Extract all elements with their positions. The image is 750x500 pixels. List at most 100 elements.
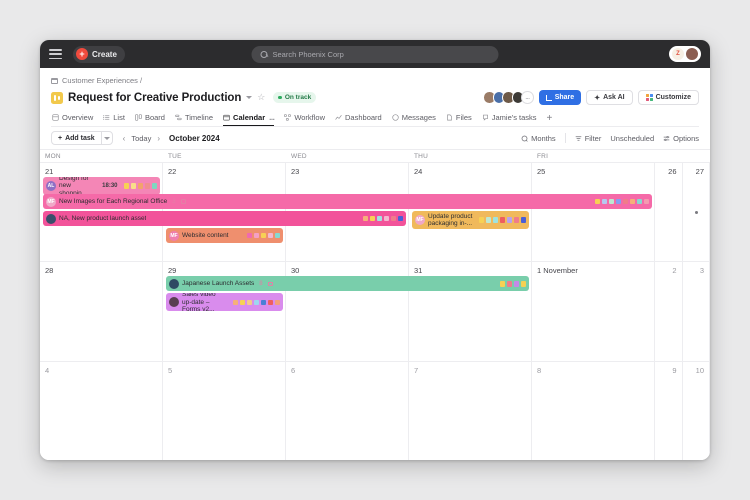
add-task-main[interactable]: + Add task — [52, 132, 101, 144]
calendar-event[interactable]: AL Design for new shoppin... 18:30 — [43, 177, 160, 195]
tag-chip — [130, 183, 136, 189]
tab-overview[interactable]: Overview — [52, 113, 93, 126]
day-number: 28 — [45, 266, 54, 276]
calendar-day-cell[interactable]: 9 — [655, 361, 683, 460]
star-icon[interactable]: ☆ — [257, 92, 266, 102]
tag-chip — [506, 217, 512, 223]
unscheduled-button[interactable]: Unscheduled — [610, 134, 654, 143]
add-task-button[interactable]: + Add task — [51, 131, 113, 145]
create-button[interactable]: + Create — [73, 45, 125, 63]
user-avatar[interactable] — [686, 48, 698, 60]
tab-label: List — [113, 113, 125, 122]
top-bar-right: Z — [669, 46, 701, 62]
tag-chip — [253, 232, 259, 239]
calendar-day-cell[interactable]: 8 — [532, 361, 655, 460]
calendar-day-cell[interactable]: 3 — [683, 262, 710, 361]
notification-avatar[interactable]: Z — [672, 48, 684, 60]
calendar-event[interactable]: MF Update product packaging in-... — [412, 211, 529, 229]
options-button[interactable]: Options — [663, 134, 699, 143]
tag-chip — [594, 198, 600, 205]
tag-chip — [383, 215, 389, 222]
tab-dashboard[interactable]: Dashboard — [335, 113, 382, 126]
calendar-event[interactable]: Sales video up-date – Forms v2... — [166, 293, 283, 312]
tab-overflow-icon[interactable]: ... — [269, 113, 275, 122]
event-tag-chips — [476, 217, 526, 223]
tab-label: Messages — [401, 113, 436, 122]
subtask-icon — [180, 199, 186, 204]
day-number: 3 — [699, 266, 704, 276]
calendar-day-cell[interactable]: 2 — [655, 262, 683, 361]
calendar-day-cell[interactable]: 4 — [40, 361, 163, 460]
hamburger-icon[interactable] — [49, 49, 62, 59]
avatar — [46, 213, 56, 224]
toolbar-divider — [564, 133, 566, 143]
calendar-day-cell[interactable]: 31 — [409, 262, 532, 361]
calendar-day-cell[interactable]: 28 — [40, 262, 163, 361]
date-nav: ‹ Today › — [123, 134, 160, 143]
search-input[interactable]: Search Phoenix Corp — [251, 45, 499, 63]
status-badge[interactable]: On track — [273, 92, 317, 103]
header-actions: ... Share ✦ Ask AI — [483, 90, 699, 105]
calendar-day-cell[interactable]: 1 November — [532, 262, 655, 361]
chevron-down-icon[interactable] — [246, 96, 253, 99]
tab-jamies-tasks[interactable]: Jamie's tasks — [482, 113, 537, 126]
event-title: Japanese Launch Assets — [182, 280, 255, 288]
share-button[interactable]: Share — [538, 90, 582, 105]
event-title: Design for new shoppin... — [59, 177, 89, 195]
calendar-day-cell[interactable]: 30 — [286, 262, 409, 361]
add-tab-button[interactable]: + — [546, 113, 553, 124]
calendar-day-cell[interactable]: 6 — [286, 361, 409, 460]
months-label: Months — [531, 133, 556, 143]
avatar — [169, 297, 179, 308]
add-task-dropdown[interactable] — [100, 132, 112, 144]
top-avatar-group[interactable]: Z — [669, 46, 701, 62]
day-number: 4 — [45, 365, 50, 375]
collaborator-avatars[interactable]: ... — [483, 91, 534, 104]
event-layer: Japanese Launch Assets 8 Sales video up-da… — [40, 262, 710, 360]
months-button[interactable]: Months — [521, 134, 556, 143]
calendar-event[interactable]: MF New Images for Each Regional Office 3 — [43, 194, 652, 209]
tab-messages[interactable]: Messages — [392, 113, 436, 126]
calendar-day-cell[interactable]: 10 — [683, 361, 710, 460]
share-icon — [545, 94, 552, 101]
tag-chip — [601, 198, 607, 205]
event-subtask-count: 8 — [259, 280, 263, 287]
breadcrumb[interactable]: Customer Experiences / — [51, 75, 699, 86]
calendar-day-cell[interactable]: 7 — [409, 361, 532, 460]
tag-chip — [513, 281, 519, 287]
tab-calendar[interactable]: Calendar ... — [223, 113, 275, 126]
share-button-label: Share — [554, 94, 575, 101]
tag-chip — [267, 299, 273, 306]
calendar-day-cell[interactable]: 5 — [163, 361, 286, 460]
today-button[interactable]: Today — [131, 133, 152, 143]
avatar: MF — [46, 196, 56, 207]
next-period-button[interactable]: › — [157, 133, 161, 143]
calendar-grid: MON TUE WED THU FRI 21 22 23 24 25 26 27 AL Design f… — [40, 150, 710, 460]
tab-files[interactable]: Files — [446, 113, 472, 126]
ask-ai-button[interactable]: ✦ Ask AI — [586, 90, 633, 105]
calendar-day-cell[interactable]: 25 — [532, 163, 655, 262]
filter-button[interactable]: Filter — [575, 133, 602, 143]
customize-button[interactable]: Customize — [637, 90, 699, 105]
day-number: 31 — [414, 266, 423, 276]
calendar-day-cell[interactable]: 24 — [409, 163, 532, 262]
day-of-week-wed: WED — [291, 153, 307, 160]
calendar-event[interactable]: Japanese Launch Assets 8 — [166, 276, 529, 292]
calendar-day-cell[interactable]: 29 — [163, 262, 286, 361]
calendar-day-cell[interactable]: 27 — [683, 163, 710, 262]
tab-list[interactable]: List — [103, 113, 125, 126]
calendar-event[interactable]: NA, New product launch asset — [43, 211, 406, 226]
tag-chip — [608, 198, 614, 205]
day-of-week-thu: THU — [414, 153, 428, 160]
tab-board[interactable]: Board — [135, 113, 165, 126]
calendar-event[interactable]: MF Website content — [166, 228, 283, 243]
prev-period-button[interactable]: ‹ — [122, 133, 126, 143]
day-number: 27 — [695, 167, 704, 176]
calendar-day-cell[interactable]: 23 — [286, 163, 409, 262]
calendar-day-cell[interactable]: 26 — [655, 163, 683, 262]
filter-label: Filter — [584, 133, 602, 143]
day-number: 10 — [695, 365, 704, 375]
tab-workflow[interactable]: Workflow — [284, 113, 325, 126]
more-collaborators-button[interactable]: ... — [521, 91, 534, 104]
tab-timeline[interactable]: Timeline — [175, 113, 213, 126]
